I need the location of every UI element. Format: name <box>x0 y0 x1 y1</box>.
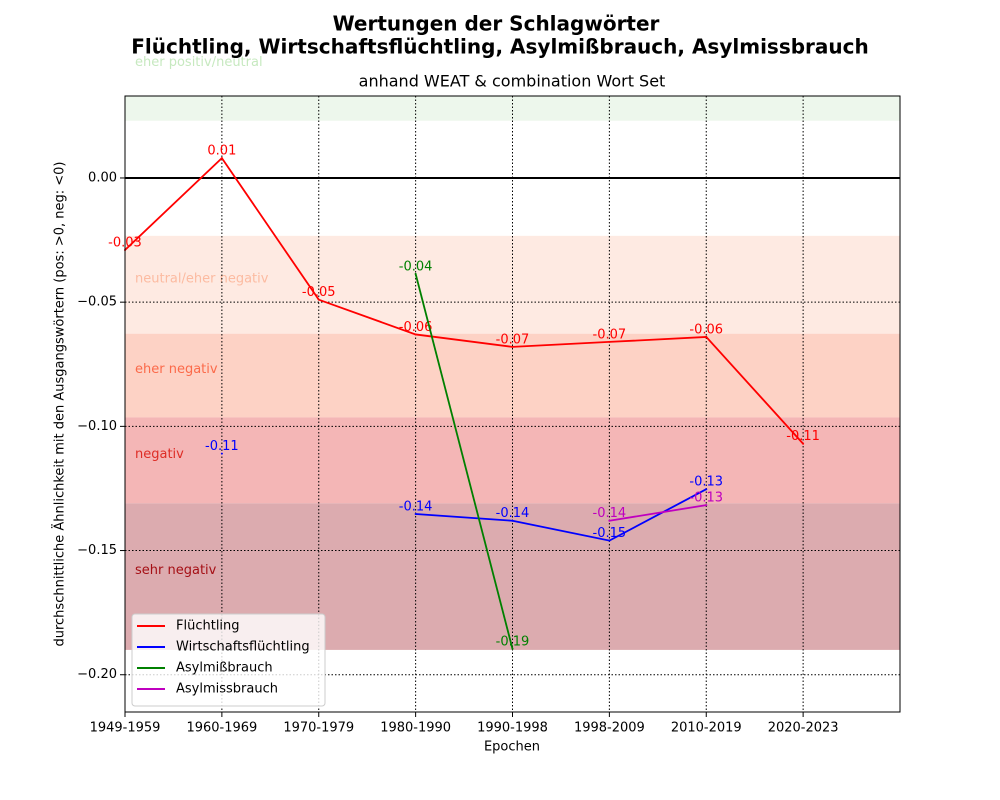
x-tick-label: 1970-1979 <box>283 721 354 736</box>
data-point <box>802 442 805 445</box>
data-point <box>317 298 320 301</box>
data-point <box>608 519 611 522</box>
data-point <box>511 345 514 348</box>
x-tick-label: 2010-2019 <box>671 721 742 736</box>
data-label: -0.06 <box>689 322 723 337</box>
data-label: -0.07 <box>496 332 530 347</box>
data-point <box>511 519 514 522</box>
series-line <box>609 504 707 522</box>
data-label: -0.14 <box>593 506 627 521</box>
x-tick-label: 1990-1998 <box>477 721 548 736</box>
y-tick-label: −0.05 <box>77 295 117 310</box>
data-point <box>705 335 708 338</box>
band-label: neutral <box>135 164 182 179</box>
data-label: -0.13 <box>689 491 723 506</box>
data-point <box>220 452 223 455</box>
chart-title: Flüchtling, Wirtschaftsflüchtling, Asylm… <box>131 35 869 59</box>
legend-label: Asylmissbrauch <box>176 682 278 697</box>
legend-label: Wirtschaftsflüchtling <box>176 640 310 655</box>
data-point <box>705 504 708 507</box>
data-point <box>220 157 223 160</box>
data-label: -0.05 <box>302 285 336 300</box>
band-label: sehr negativ <box>135 563 217 578</box>
legend-box <box>131 613 326 707</box>
band-label: neutral/eher negativ <box>135 271 269 286</box>
series-line <box>124 156 804 445</box>
data-label: -0.11 <box>205 439 239 454</box>
data-label: -0.14 <box>496 506 530 521</box>
y-tick-label: −0.10 <box>77 419 117 434</box>
data-point <box>414 272 417 275</box>
legend-label: Flüchtling <box>176 619 240 634</box>
data-point <box>511 647 514 650</box>
data-point <box>608 340 611 343</box>
data-label: -0.11 <box>786 429 820 444</box>
band-label: negativ <box>135 447 184 462</box>
data-label: 0.01 <box>207 144 236 159</box>
data-label: -0.19 <box>496 634 530 649</box>
data-point <box>608 539 611 542</box>
legend-label: Asylmißbrauch <box>176 661 273 676</box>
x-tick-label: 1960-1969 <box>186 721 257 736</box>
plot-frame <box>124 95 901 713</box>
x-tick-label: 1949-1959 <box>90 721 161 736</box>
band-label: eher negativ <box>135 362 218 377</box>
data-point <box>414 513 417 516</box>
series-line <box>414 273 514 650</box>
data-point <box>705 488 708 491</box>
x-tick-label: 2020-2023 <box>768 721 839 736</box>
series-line <box>415 488 707 542</box>
y-tick-label: −0.15 <box>77 543 117 558</box>
data-label: -0.07 <box>593 327 627 342</box>
x-tick-label: 1980-1990 <box>380 721 451 736</box>
x-tick-label: 1998-2009 <box>574 721 645 736</box>
data-label: -0.04 <box>399 259 433 274</box>
data-point <box>414 333 417 336</box>
band-label: eher positiv/neutral <box>135 55 263 70</box>
data-label: -0.06 <box>399 320 433 335</box>
y-tick-label: 0.00 <box>88 170 117 185</box>
data-label: -0.15 <box>593 526 627 541</box>
chart-subtitle: anhand WEAT & combination Wort Set <box>359 72 666 91</box>
chart-title: Wertungen der Schlagwörter <box>333 12 660 36</box>
y-tick-label: −0.20 <box>77 667 117 682</box>
x-axis-label: Epochen <box>484 740 540 755</box>
y-axis-label: durchschnittliche Ähnlichkeit mit den Au… <box>52 161 68 646</box>
data-label: -0.13 <box>689 475 723 490</box>
data-label: -0.14 <box>399 500 433 515</box>
